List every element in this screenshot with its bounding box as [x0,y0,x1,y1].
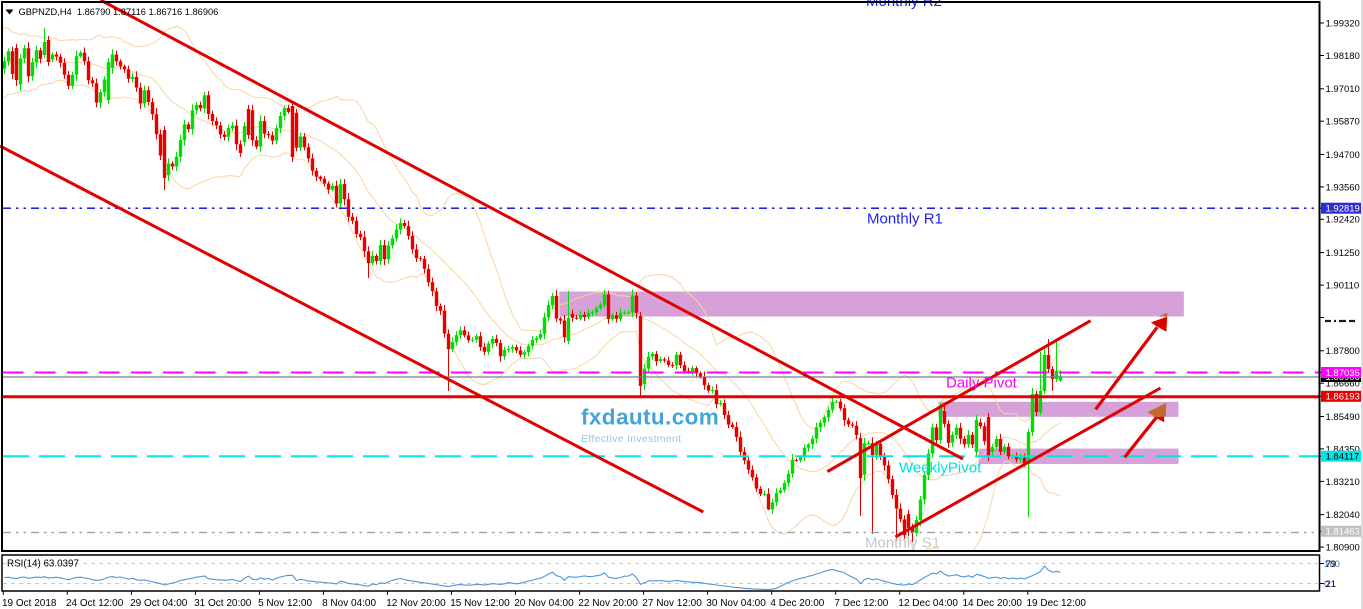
svg-text:1.98180: 1.98180 [1326,51,1360,62]
svg-text:1.86193: 1.86193 [1326,392,1360,403]
svg-text:15 Nov 12:00: 15 Nov 12:00 [450,598,510,609]
svg-text:1.84117: 1.84117 [1326,452,1360,463]
svg-text:GBPNZD,H4 1.86790 1.87116 1.8: GBPNZD,H4 1.86790 1.87116 1.86716 1.8690… [19,7,219,17]
svg-text:31 Oct 20:00: 31 Oct 20:00 [194,598,252,609]
svg-text:12 Nov 20:00: 12 Nov 20:00 [386,598,446,609]
svg-text:1.94700: 1.94700 [1326,150,1360,161]
svg-text:19 Dec 12:00: 19 Dec 12:00 [1027,598,1087,609]
svg-text:12 Dec 04:00: 12 Dec 04:00 [898,598,958,609]
svg-text:1.90110: 1.90110 [1326,281,1360,292]
svg-text:14 Dec 20:00: 14 Dec 20:00 [963,598,1023,609]
svg-text:1.83210: 1.83210 [1326,477,1360,488]
svg-text:7 Dec 12:00: 7 Dec 12:00 [834,598,888,609]
svg-text:Monthly S1: Monthly S1 [865,535,940,552]
svg-text:19 Oct 2018: 19 Oct 2018 [2,598,57,609]
svg-text:8 Nov 04:00: 8 Nov 04:00 [322,598,376,609]
svg-text:1.87800: 1.87800 [1326,346,1360,357]
svg-text:1.91250: 1.91250 [1326,248,1360,259]
svg-text:30 Nov 04:00: 30 Nov 04:00 [706,598,766,609]
svg-text:1.87035: 1.87035 [1326,368,1360,379]
svg-text:1.84350: 1.84350 [1326,444,1360,455]
svg-text:1.80900: 1.80900 [1326,543,1360,554]
svg-text:4 Dec 20:00: 4 Dec 20:00 [770,598,824,609]
svg-text:79: 79 [1326,559,1337,570]
svg-text:RSI(14) 63.0397: RSI(14) 63.0397 [7,558,79,569]
svg-text:27 Nov 12:00: 27 Nov 12:00 [642,598,702,609]
svg-text:5 Nov 12:00: 5 Nov 12:00 [258,598,312,609]
svg-text:0: 0 [1324,579,1329,590]
svg-text:1.95870: 1.95870 [1326,117,1360,128]
svg-text:1.85490: 1.85490 [1326,412,1360,423]
svg-text:21: 21 [1326,579,1337,590]
svg-text:100: 100 [1324,559,1340,570]
svg-text:1.93560: 1.93560 [1326,182,1360,193]
svg-text:1.82040: 1.82040 [1326,510,1360,521]
svg-text:1.97010: 1.97010 [1326,84,1360,95]
svg-text:Monthly R1: Monthly R1 [867,211,943,228]
svg-text:Effective Investment: Effective Investment [581,433,681,445]
svg-text:fxdautu.com: fxdautu.com [581,405,719,430]
svg-text:29 Oct 04:00: 29 Oct 04:00 [130,598,188,609]
svg-text:1.92420: 1.92420 [1326,215,1360,226]
svg-text:1.86660: 1.86660 [1326,379,1360,390]
svg-text:1.81463: 1.81463 [1326,527,1360,538]
svg-text:WeeklyPivot: WeeklyPivot [899,460,982,477]
svg-text:Daily Pivot: Daily Pivot [946,374,1018,391]
svg-text:20 Nov 04:00: 20 Nov 04:00 [514,598,574,609]
svg-text:1.99320: 1.99320 [1326,18,1360,29]
svg-text:Monthly R2: Monthly R2 [866,0,942,10]
svg-text:1.92819: 1.92819 [1326,204,1360,215]
svg-text:24 Oct 12:00: 24 Oct 12:00 [66,598,124,609]
svg-text:22 Nov 20:00: 22 Nov 20:00 [578,598,638,609]
